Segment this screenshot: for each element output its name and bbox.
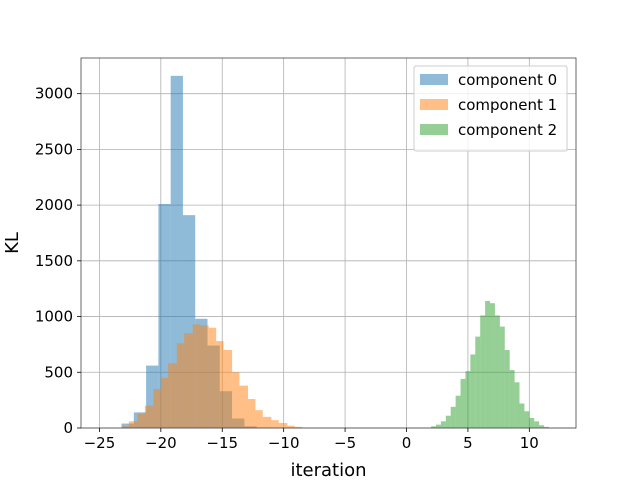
bar-series-2-bin-10	[480, 315, 486, 428]
legend-label-2: component 2	[458, 121, 557, 139]
bar-series-2-bin-7	[465, 371, 471, 428]
bar-series-2-bin-13	[494, 315, 500, 428]
legend-box	[413, 65, 568, 152]
y-tick-label: 3000	[35, 85, 73, 103]
y-axis-label: KL	[2, 232, 23, 254]
bar-series-2-bin-14	[499, 326, 505, 428]
x-tick-label: 5	[463, 434, 473, 452]
bar-series-2-bin-9	[475, 336, 481, 428]
bar-series-2-bin-12	[490, 303, 495, 428]
bar-series-2-bin-15	[504, 349, 510, 428]
bar-series-1-bin-9	[192, 324, 201, 428]
x-tick-label: −15	[206, 434, 238, 452]
x-tick-label: −20	[145, 434, 177, 452]
bar-series-1-bin-2	[137, 413, 145, 428]
bar-series-2-bin-4	[450, 406, 456, 428]
legend-swatch-0	[420, 74, 448, 85]
series-1-bars	[121, 324, 303, 428]
plot-area-frame	[80, 57, 577, 429]
bar-series-1-bin-1	[128, 421, 138, 428]
y-tick-label: 2000	[35, 196, 73, 214]
bar-series-2-bin-16	[509, 370, 515, 428]
bar-series-2-bin-18	[519, 403, 525, 428]
bar-series-1-bin-0	[121, 426, 129, 428]
x-tick-label: −5	[334, 434, 356, 452]
bar-series-2-bin-23	[544, 426, 549, 428]
y-tick-label: 1500	[35, 252, 73, 270]
bar-series-1-bin-11	[208, 327, 217, 428]
bar-series-1-bin-15	[239, 385, 249, 428]
legend: component 0 component 1 component 2	[413, 65, 568, 152]
bar-series-2-bin-19	[524, 411, 530, 428]
x-tick-label: −10	[268, 434, 300, 452]
bar-series-1-bin-8	[184, 333, 193, 428]
bar-series-2-bin-5	[455, 395, 461, 428]
bar-series-1-bin-13	[223, 349, 233, 428]
x-axis-ticks: −25 −20 −15 −10 −5 0 5 10	[84, 428, 539, 452]
bar-series-1-bin-22	[294, 426, 303, 428]
bar-series-1-bin-20	[278, 422, 288, 428]
bar-series-2-bin-22	[539, 425, 545, 428]
bar-series-1-bin-3	[144, 405, 154, 428]
legend-swatch-1	[420, 99, 448, 110]
bar-series-0-bin-3	[158, 203, 171, 428]
bar-series-0-bin-4	[170, 75, 183, 428]
bar-series-1-bin-21	[287, 425, 295, 428]
bar-series-2-bin-17	[514, 382, 520, 428]
bar-series-2-bin-20	[529, 417, 535, 428]
y-tick-label: 1000	[35, 308, 73, 326]
bar-series-2-bin-2	[440, 421, 446, 428]
bar-series-1-bin-12	[216, 341, 224, 428]
bar-series-1-bin-10	[200, 325, 209, 428]
bar-series-2-bin-11	[485, 300, 491, 428]
bar-series-1-bin-5	[160, 377, 169, 428]
y-tick-label: 0	[63, 419, 73, 437]
x-tick-label: 10	[520, 434, 539, 452]
series-2-bars	[431, 300, 549, 428]
bar-series-2-bin-0	[431, 426, 436, 428]
bar-series-1-bin-17	[255, 410, 263, 428]
x-axis-label: iteration	[290, 460, 366, 480]
bar-series-1-bin-19	[271, 420, 279, 428]
bar-series-2-bin-21	[534, 421, 540, 428]
legend-swatch-2	[420, 124, 448, 135]
y-tick-label: 2500	[35, 140, 73, 158]
bar-series-1-bin-16	[248, 399, 256, 428]
bar-series-1-bin-18	[262, 416, 272, 428]
bar-series-0-bin-0	[121, 423, 134, 428]
bar-series-1-bin-6	[168, 363, 177, 428]
bar-series-2-bin-8	[470, 354, 476, 428]
x-tick-label: 0	[402, 434, 412, 452]
bar-series-1-bin-14	[232, 372, 240, 428]
bar-series-1-bin-4	[153, 388, 161, 428]
bar-series-2-bin-6	[460, 378, 466, 428]
y-axis-ticks: 0 500 1000 1500 2000 2500 3000	[35, 85, 81, 437]
bar-series-2-bin-3	[445, 415, 451, 428]
y-tick-label: 500	[44, 363, 73, 381]
bar-series-1-bin-7	[176, 343, 185, 428]
legend-label-1: component 1	[458, 96, 557, 114]
bar-series-2-bin-1	[435, 424, 441, 428]
x-tick-label: −25	[84, 434, 116, 452]
legend-label-0: component 0	[458, 71, 557, 89]
histogram-bars	[121, 75, 549, 428]
